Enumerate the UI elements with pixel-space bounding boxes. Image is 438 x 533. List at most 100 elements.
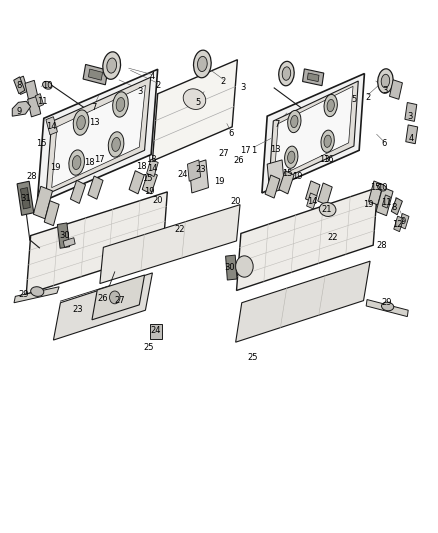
Ellipse shape	[77, 116, 85, 130]
Text: 6: 6	[228, 129, 233, 138]
Polygon shape	[63, 238, 75, 247]
Text: 26: 26	[233, 157, 244, 165]
Text: 14: 14	[46, 123, 57, 131]
Text: 19: 19	[214, 177, 224, 185]
Polygon shape	[129, 171, 144, 194]
Text: 21: 21	[321, 205, 332, 214]
Polygon shape	[152, 60, 237, 161]
Polygon shape	[267, 160, 285, 193]
Polygon shape	[21, 188, 30, 209]
Polygon shape	[394, 216, 403, 232]
Text: 4: 4	[409, 134, 414, 143]
Text: 27: 27	[218, 149, 229, 158]
Ellipse shape	[183, 89, 206, 109]
Text: 4: 4	[150, 72, 155, 81]
Ellipse shape	[282, 67, 291, 80]
Polygon shape	[17, 181, 34, 215]
Polygon shape	[92, 275, 145, 320]
Polygon shape	[88, 176, 103, 199]
Text: 5: 5	[351, 95, 357, 103]
Text: 15: 15	[142, 174, 153, 183]
Text: 18: 18	[85, 158, 95, 167]
Circle shape	[110, 291, 120, 304]
Polygon shape	[25, 80, 38, 101]
Polygon shape	[406, 125, 418, 144]
Text: 24: 24	[178, 171, 188, 179]
Ellipse shape	[288, 151, 295, 163]
Text: 25: 25	[144, 343, 154, 352]
Ellipse shape	[198, 56, 207, 71]
Text: 15: 15	[36, 140, 47, 148]
Polygon shape	[100, 205, 240, 284]
Polygon shape	[189, 160, 208, 193]
Text: 19: 19	[364, 200, 374, 209]
Polygon shape	[303, 69, 324, 86]
Text: 16: 16	[323, 156, 334, 164]
Text: 2: 2	[221, 77, 226, 86]
Polygon shape	[46, 117, 57, 135]
Text: 29: 29	[381, 298, 392, 307]
Polygon shape	[307, 73, 319, 82]
Circle shape	[236, 256, 253, 277]
Text: 28: 28	[377, 241, 387, 249]
Ellipse shape	[69, 150, 85, 175]
Polygon shape	[399, 214, 409, 229]
Polygon shape	[26, 192, 167, 294]
Text: 7: 7	[92, 103, 97, 112]
Polygon shape	[306, 181, 320, 203]
Polygon shape	[33, 187, 53, 219]
Ellipse shape	[103, 52, 120, 79]
Ellipse shape	[319, 203, 336, 216]
Polygon shape	[262, 74, 364, 193]
Polygon shape	[83, 64, 108, 85]
Ellipse shape	[324, 94, 337, 117]
Text: 7: 7	[274, 120, 279, 129]
Text: 3: 3	[382, 86, 387, 95]
Polygon shape	[46, 77, 151, 195]
Polygon shape	[382, 195, 390, 208]
Text: 15: 15	[371, 183, 381, 192]
Polygon shape	[14, 287, 59, 303]
Text: 6: 6	[381, 140, 387, 148]
Polygon shape	[16, 76, 28, 94]
Text: 2: 2	[155, 81, 160, 90]
Text: 20: 20	[230, 197, 241, 206]
Text: 8: 8	[17, 81, 22, 90]
Polygon shape	[226, 255, 237, 280]
Polygon shape	[37, 69, 158, 204]
Ellipse shape	[321, 130, 334, 152]
Ellipse shape	[378, 184, 386, 191]
Text: 27: 27	[115, 296, 125, 305]
Text: 26: 26	[97, 294, 108, 303]
Polygon shape	[236, 261, 370, 342]
Text: 10: 10	[377, 183, 387, 192]
Ellipse shape	[279, 61, 294, 86]
Text: 20: 20	[152, 196, 163, 205]
Polygon shape	[142, 171, 157, 194]
Ellipse shape	[291, 116, 298, 127]
Text: 3: 3	[240, 84, 246, 92]
Text: 10: 10	[42, 81, 53, 90]
Text: 24: 24	[151, 326, 161, 335]
Polygon shape	[44, 201, 59, 225]
Ellipse shape	[381, 302, 394, 311]
Text: 30: 30	[60, 231, 70, 240]
Text: 13: 13	[89, 118, 99, 127]
Ellipse shape	[31, 287, 44, 296]
Text: 18: 18	[136, 162, 146, 171]
Ellipse shape	[116, 98, 125, 111]
Text: 8: 8	[392, 204, 397, 212]
Text: 5: 5	[195, 98, 201, 107]
Polygon shape	[12, 101, 31, 116]
Text: 25: 25	[247, 353, 258, 361]
Text: 15: 15	[282, 169, 292, 178]
Text: 13: 13	[270, 145, 280, 154]
Ellipse shape	[72, 156, 81, 169]
Text: 19: 19	[144, 188, 154, 196]
Text: 9: 9	[400, 217, 406, 225]
Polygon shape	[318, 183, 332, 205]
Ellipse shape	[327, 100, 334, 111]
Polygon shape	[265, 175, 280, 198]
Text: 23: 23	[195, 165, 206, 174]
Text: 2: 2	[365, 93, 371, 101]
